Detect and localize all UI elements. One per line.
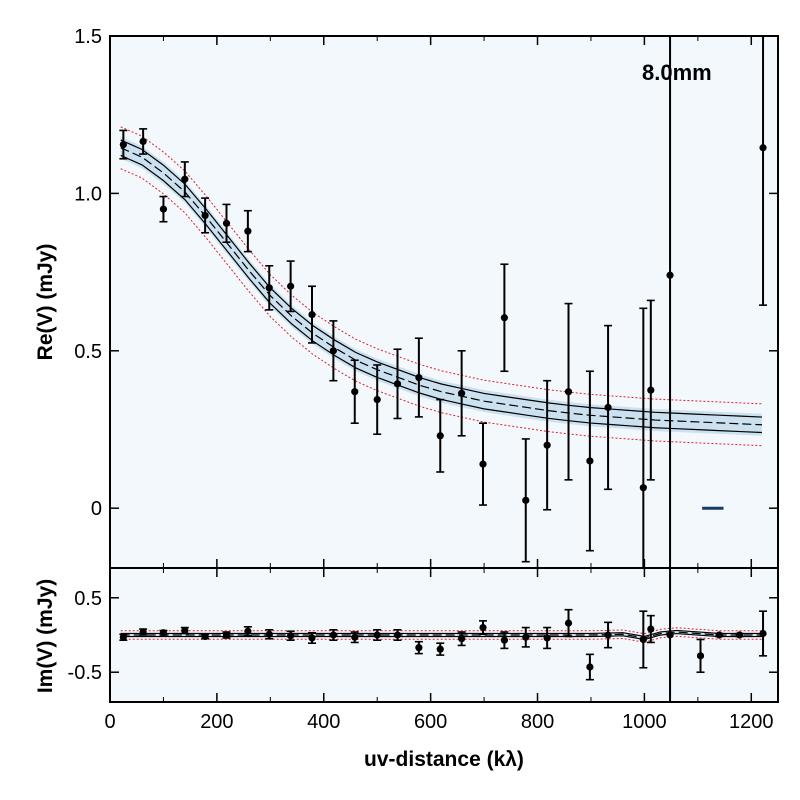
- imag-data-point: [287, 632, 295, 640]
- x-axis-title: uv-distance (kλ): [364, 748, 524, 771]
- real-data-point: [329, 347, 337, 355]
- wavelength-annotation: 8.0mm: [642, 60, 712, 85]
- imag-data-point: [265, 630, 273, 638]
- real-data-point: [759, 144, 767, 152]
- real-data-point: [500, 314, 508, 322]
- imag-y-tick-label: 0.5: [74, 588, 102, 610]
- imag-data-point: [159, 629, 168, 637]
- real-data-point: [159, 205, 168, 213]
- real-data-point: [287, 282, 295, 290]
- real-data-point: [181, 175, 189, 183]
- real-data-point: [244, 227, 252, 235]
- imag-y-tick-label: -0.5: [68, 662, 102, 684]
- imag-lower-confidence-line: [120, 635, 762, 643]
- imag-data-point: [139, 628, 147, 636]
- real-data-point: [639, 484, 647, 492]
- real-y-tick-label: 1.5: [74, 26, 102, 48]
- real-data-point: [308, 310, 316, 319]
- imag-data-point: [244, 627, 252, 635]
- x-tick-label: 1000: [622, 711, 667, 733]
- real-data-point: [479, 460, 487, 468]
- real-data-point: [393, 380, 402, 388]
- real-data-point: [458, 389, 466, 397]
- real-data-point: [604, 403, 612, 412]
- real-data-point: [415, 373, 423, 382]
- x-tick-label: 600: [414, 711, 447, 733]
- real-data-point: [522, 496, 530, 504]
- imag-data-point: [393, 631, 402, 639]
- imag-data-point: [564, 619, 573, 627]
- imag-data-point: [458, 635, 466, 643]
- real-y-ticks: 1.5 1.0 0.5 0: [74, 26, 778, 520]
- real-model-upper-line: [120, 139, 762, 418]
- imag-y-ticks: 0.5 -0.5: [68, 588, 778, 684]
- real-data-point: [436, 432, 444, 440]
- real-y-tick-label: 0.5: [74, 341, 102, 363]
- real-lower-confidence-line: [120, 168, 762, 447]
- imag-data-point: [647, 625, 655, 633]
- real-data-point: [543, 441, 551, 449]
- imag-y-axis-title: Im(V) (mJy): [34, 579, 57, 693]
- imag-data-point: [759, 629, 767, 638]
- x-tick-label: 800: [521, 711, 554, 733]
- real-data-point: [201, 211, 209, 220]
- real-panel: 1.5 1.0 0.5 0 8.0mm Re(V) (mJy): [34, 26, 779, 569]
- imag-data-point: [119, 633, 127, 641]
- imag-data-point: [522, 633, 530, 641]
- imag-data-point: [696, 652, 705, 660]
- real-data-point: [119, 141, 127, 149]
- real-model-median-line: [120, 147, 762, 426]
- imag-panel: 0.5 -0.5 Im(V) (mJy): [34, 567, 779, 703]
- x-tick-label: 1200: [729, 711, 774, 733]
- imag-data-point: [181, 626, 189, 635]
- x-tick-label: 0: [104, 711, 115, 733]
- imag-data-point: [666, 631, 674, 639]
- real-data-point: [564, 388, 573, 396]
- imag-data-point: [415, 644, 423, 652]
- real-data-point: [373, 395, 381, 404]
- real-data-point: [265, 284, 273, 292]
- x-axis-ticks: 0 200 400 600 800 1000 1200: [104, 36, 774, 733]
- imag-data-point: [604, 631, 612, 639]
- real-data-point: [647, 386, 655, 394]
- imag-data-points: [119, 568, 768, 702]
- imag-data-point: [201, 632, 209, 641]
- imag-data-point: [735, 631, 744, 639]
- imag-panel-frame: [109, 567, 779, 703]
- real-data-points: [119, 36, 768, 568]
- x-tick-label: 400: [307, 711, 340, 733]
- real-data-point: [351, 388, 359, 396]
- imag-data-point: [222, 631, 231, 639]
- imag-data-point: [500, 636, 508, 644]
- real-y-tick-label: 0: [91, 498, 102, 520]
- real-y-axis-title: Re(V) (mJy): [34, 244, 57, 361]
- imag-data-point: [586, 663, 594, 671]
- imag-data-point: [479, 623, 487, 632]
- real-data-point: [139, 137, 147, 146]
- imag-data-point: [329, 631, 337, 639]
- real-data-point: [666, 271, 674, 279]
- imag-data-point: [715, 631, 723, 639]
- real-data-point: [222, 219, 231, 227]
- real-panel-background: [110, 36, 778, 568]
- imag-data-point: [639, 635, 647, 644]
- imag-data-point: [373, 631, 381, 639]
- x-tick-label: 200: [200, 711, 233, 733]
- real-data-point: [586, 457, 594, 465]
- imag-data-point: [543, 634, 551, 642]
- imag-data-point: [436, 645, 444, 653]
- imag-data-point: [351, 633, 359, 641]
- real-y-tick-label: 1.0: [74, 183, 102, 205]
- imag-data-point: [308, 634, 316, 642]
